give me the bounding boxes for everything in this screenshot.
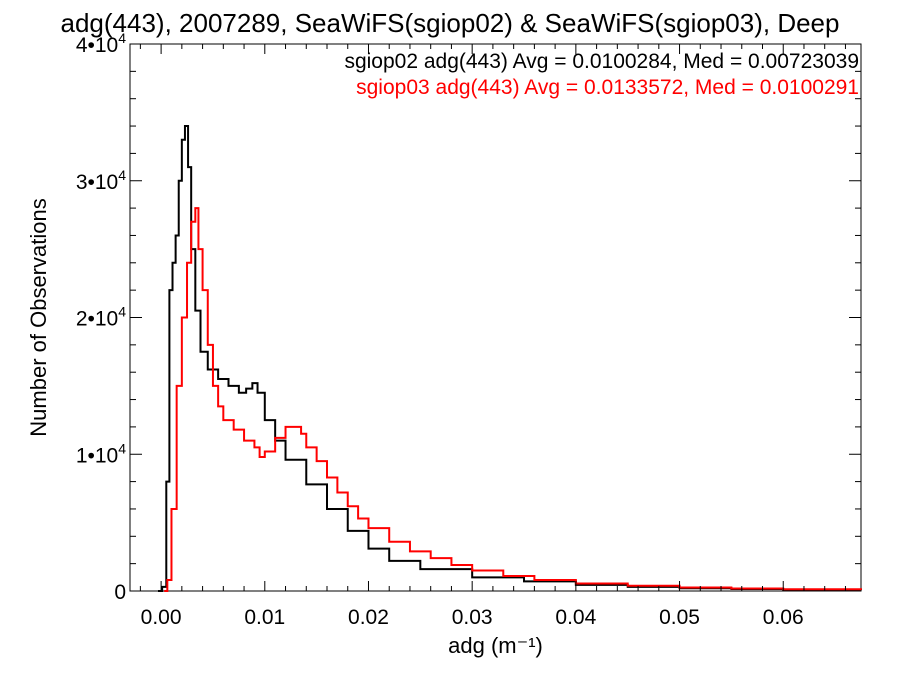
y-axis-label: Number of Observations (26, 198, 51, 436)
stats-label-sgiop02: sgiop02 adg(443) Avg = 0.0100284, Med = … (344, 50, 859, 73)
y-tick-label: 4•104 (76, 30, 126, 57)
chart-title: adg(443), 2007289, SeaWiFS(sgiop02) & Se… (60, 8, 840, 38)
plot-frame (129, 43, 862, 592)
x-tick-label: 0.03 (452, 606, 493, 629)
x-tick-label: 0.02 (348, 606, 389, 629)
y-tick-label: 2•104 (76, 304, 126, 331)
x-axis-label: adg (m⁻¹) (448, 633, 543, 658)
y-tick-label: 1•104 (76, 440, 126, 467)
stats-label-sgiop03: sgiop03 adg(443) Avg = 0.0133572, Med = … (356, 76, 859, 99)
series-line-sgiop02 (157, 125, 862, 592)
x-tick-label: 0.00 (141, 606, 182, 629)
y-tick-label: 3•104 (76, 167, 126, 194)
plot-border (129, 43, 862, 592)
stats-legend: sgiop02 adg(443) Avg = 0.0100284, Med = … (344, 50, 859, 99)
x-tick-label: 0.04 (555, 606, 596, 629)
x-tick-label: 0.01 (244, 606, 285, 629)
x-tick-label: 0.06 (763, 606, 804, 629)
series-line-sgiop03 (164, 207, 862, 592)
tick-labels: 0.00 0.01 0.02 0.03 0.04 0.05 0.06 0 1•104 2•104 3… (76, 30, 804, 629)
x-tick-label: 0.05 (659, 606, 700, 629)
axis-ticks (130, 43, 861, 592)
y-tick-label: 0 (114, 581, 126, 604)
series-group (157, 125, 862, 592)
